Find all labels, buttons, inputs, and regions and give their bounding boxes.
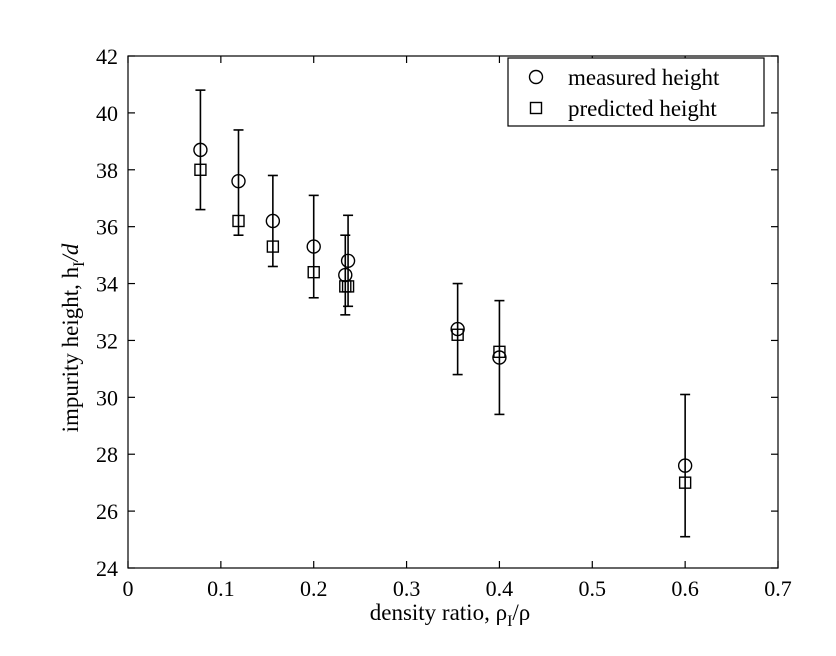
measured-point xyxy=(340,253,356,268)
y-tick-label: 34 xyxy=(96,272,118,297)
plot-area xyxy=(127,55,779,569)
error-bar xyxy=(343,214,354,308)
error-bar xyxy=(233,129,244,236)
x-tick-label: 0.7 xyxy=(764,576,792,601)
predicted-point xyxy=(493,345,506,359)
x-tick-label: 0.5 xyxy=(579,576,607,601)
markers xyxy=(193,142,693,489)
predicted-point xyxy=(266,240,280,253)
error-bar xyxy=(195,89,206,211)
y-tick-label: 28 xyxy=(96,442,118,467)
measured-point xyxy=(265,213,281,229)
legend-label-measured: measured height xyxy=(568,65,720,90)
y-axis-label: impurity height, hI/d xyxy=(58,243,88,432)
ticks: 0 0.1 0.2 0.3 0.4 0.5 0.6 0.7 24 26 28 30 32 34 36 38 40… xyxy=(96,44,792,601)
error-bar xyxy=(267,174,278,268)
measured-point xyxy=(677,458,693,473)
plot-frame xyxy=(127,55,779,569)
x-tick-label: 0.4 xyxy=(486,576,514,601)
x-tick-label: 0.2 xyxy=(300,576,328,601)
measured-point xyxy=(492,350,507,365)
y-tick-label: 38 xyxy=(96,158,118,183)
predicted-point xyxy=(451,328,464,341)
predicted-point xyxy=(194,163,207,176)
error-bars xyxy=(195,89,691,538)
y-tick-label: 30 xyxy=(96,385,118,410)
error-bar xyxy=(308,194,319,299)
x-tick-label: 0.6 xyxy=(671,576,699,601)
y-tick-label: 42 xyxy=(96,44,118,69)
predicted-point xyxy=(307,265,320,279)
predicted-point xyxy=(341,280,355,293)
y-tick-label: 40 xyxy=(96,101,118,126)
legend-label-predicted: predicted height xyxy=(568,96,717,121)
measured-point xyxy=(306,239,321,254)
legend-square-marker xyxy=(529,101,543,115)
y-tick-label: 24 xyxy=(96,556,118,581)
x-tick-label: 0 xyxy=(123,576,134,601)
x-axis-label: density ratio, ρI/ρ xyxy=(370,600,531,630)
measured-point xyxy=(193,142,208,158)
x-tick-label: 0.3 xyxy=(393,576,421,601)
predicted-point xyxy=(232,214,245,228)
y-tick-label: 36 xyxy=(96,215,118,240)
measured-point xyxy=(231,173,246,189)
legend-circle-marker xyxy=(528,69,544,85)
error-bar xyxy=(680,393,691,538)
measured-point xyxy=(450,321,465,337)
x-tick-label: 0.1 xyxy=(207,576,235,601)
y-tick-label: 32 xyxy=(96,328,118,353)
y-tick-label: 26 xyxy=(96,499,118,524)
legend: measured height predicted height xyxy=(507,57,765,127)
legend-box xyxy=(507,57,765,127)
predicted-point xyxy=(678,476,692,489)
